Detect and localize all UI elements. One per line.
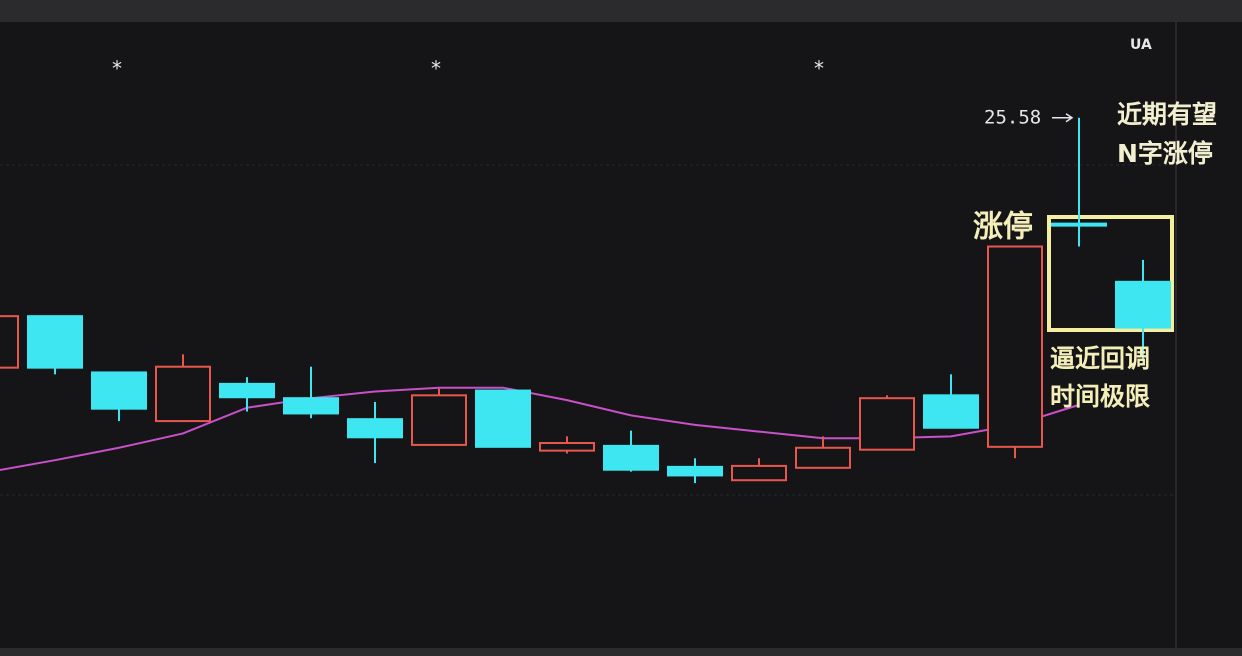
annotation: 涨停 — [973, 210, 1033, 245]
candle-body — [1115, 280, 1171, 329]
annotation: 逼近回调 — [1050, 344, 1150, 373]
annotation: 时间极限 — [1050, 382, 1150, 411]
candle-body — [475, 389, 531, 448]
candle-body — [923, 394, 979, 429]
candle-body — [347, 418, 403, 439]
candle-body — [0, 315, 19, 369]
annotation: N字涨停 — [1117, 139, 1213, 168]
annotation: 近期有望 — [1117, 100, 1217, 129]
highlight-box — [1047, 215, 1174, 332]
candle-body — [411, 394, 467, 446]
high-label: 25.58 — [984, 106, 1041, 128]
bottom-bar — [0, 648, 1242, 656]
candle-body — [27, 315, 83, 369]
corner-label: UA — [1130, 37, 1152, 53]
candle-body — [603, 444, 659, 471]
candle-body — [155, 365, 211, 423]
high-arrow — [1052, 113, 1074, 123]
candle-body — [283, 397, 339, 415]
star: * — [112, 57, 122, 81]
candle-body — [795, 446, 851, 469]
candle-body — [1051, 222, 1107, 227]
star: * — [814, 57, 824, 81]
candle-body — [91, 371, 147, 410]
candle-body — [667, 465, 723, 477]
top-bar — [0, 0, 1242, 22]
candle-body — [859, 397, 915, 451]
star: * — [431, 57, 441, 81]
candle-body — [987, 245, 1043, 448]
candle-body — [219, 382, 275, 399]
candle-body — [539, 442, 595, 452]
candle-body — [731, 464, 787, 482]
